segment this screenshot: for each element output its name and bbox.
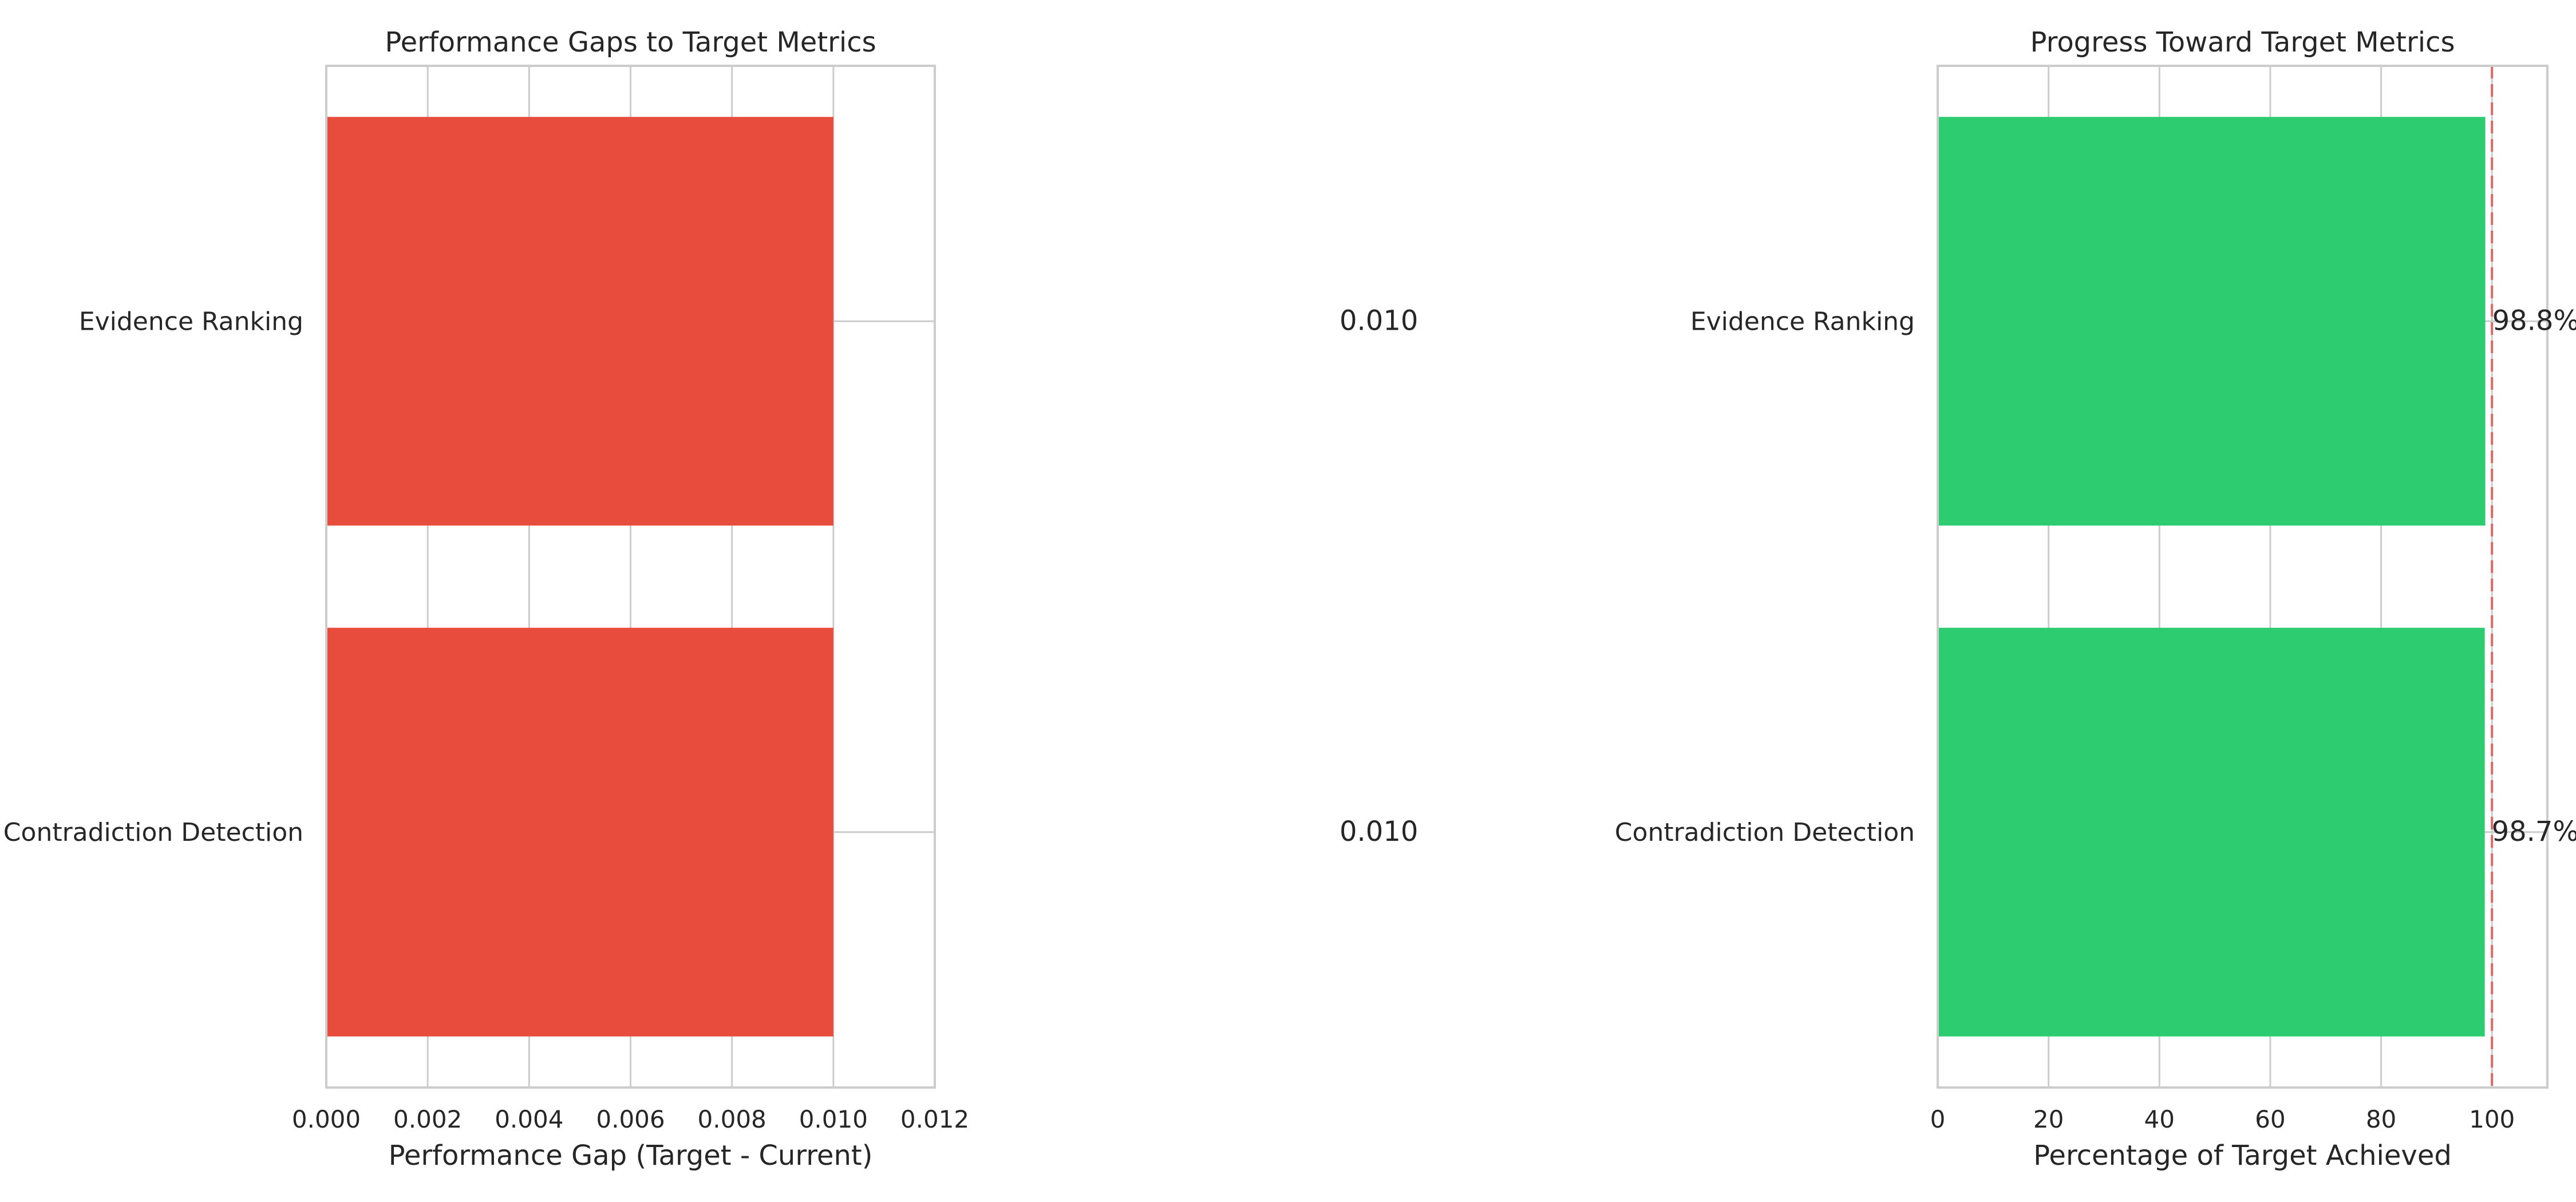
gap-chart-category-label-0: Evidence Ranking	[79, 307, 303, 336]
gap-chart-bar-1	[326, 627, 833, 1037]
progress-chart-frame	[1937, 65, 2549, 1089]
gap-chart-xtick-label-2: 0.004	[495, 1105, 563, 1133]
progress-chart-xtick-label-1: 20	[2033, 1105, 2064, 1133]
gap-chart-title: Performance Gaps to Target Metrics	[385, 26, 876, 58]
gap-chart-bar-0	[326, 117, 833, 526]
progress-chart-xtick-label-3: 60	[2255, 1105, 2285, 1133]
gap-chart-category-label-1: Contradiction Detection	[3, 818, 303, 847]
progress-chart-category-label-0: Evidence Ranking	[1690, 307, 1915, 336]
progress-chart-category-label-1: Contradiction Detection	[1615, 818, 1915, 847]
gap-chart-data-label-0: 0.010	[1340, 305, 1418, 337]
gap-chart-xlabel: Performance Gap (Target - Current)	[389, 1140, 873, 1172]
progress-chart-bar-0	[1938, 117, 2486, 526]
progress-chart-xlabel: Percentage of Target Achieved	[2033, 1140, 2452, 1172]
gap-chart-data-label-1: 0.010	[1340, 816, 1418, 848]
progress-chart-xtick-label-2: 40	[2144, 1105, 2175, 1133]
progress-chart-title: Progress Toward Target Metrics	[2030, 26, 2455, 58]
progress-chart: Progress Toward Target Metrics Percentag…	[1615, 26, 2576, 1172]
gap-chart-xtick-label-6: 0.012	[900, 1105, 969, 1133]
progress-chart-xtick-label-5: 100	[2469, 1105, 2515, 1133]
progress-chart-xtick-label-4: 80	[2366, 1105, 2396, 1133]
gap-chart-xtick-label-0: 0.000	[292, 1105, 361, 1133]
progress-chart-bar-1	[1938, 627, 2485, 1037]
gap-chart-frame	[325, 65, 936, 1089]
gap-chart-xtick-label-4: 0.008	[698, 1105, 767, 1133]
progress-chart-data-label-1: 98.7%	[2492, 816, 2576, 848]
gap-chart-xtick-label-5: 0.010	[799, 1105, 868, 1133]
progress-chart-xtick-label-0: 0	[1930, 1105, 1946, 1133]
gap-chart-xtick-label-3: 0.006	[596, 1105, 665, 1133]
gap-chart-xtick-label-1: 0.002	[393, 1105, 462, 1133]
gap-chart: Performance Gaps to Target Metrics Perfo…	[3, 26, 1419, 1172]
progress-chart-data-label-0: 98.8%	[2492, 305, 2576, 337]
